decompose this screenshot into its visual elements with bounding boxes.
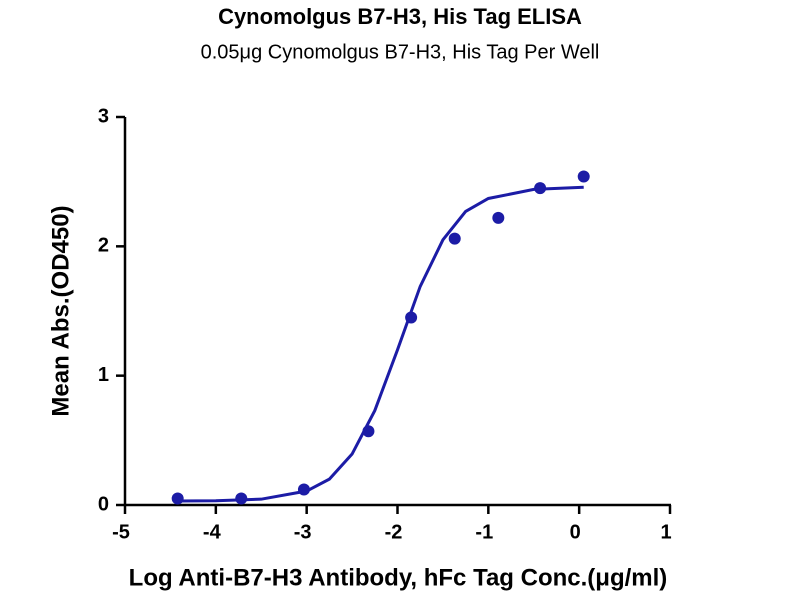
x-tick-label: -3 [294,521,312,543]
data-point [448,232,461,245]
x-tick-label: -1 [475,521,493,543]
y-axis-label: Mean Abs.(OD450) [47,205,74,416]
x-tick-label: 1 [660,521,671,543]
chart-title: Cynomolgus B7-H3, His Tag ELISA [218,4,582,29]
x-axis-label: Log Anti-B7-H3 Antibody, hFc Tag Conc.(μ… [129,564,668,591]
x-tick-label: -5 [112,521,130,543]
chart-subtitle: 0.05μg Cynomolgus B7-H3, His Tag Per Wel… [201,41,600,63]
data-point [171,492,184,505]
y-tick-label: 2 [98,235,109,257]
data-point [577,170,590,183]
y-tick-label: 3 [98,105,109,127]
x-tick-label: -4 [203,521,222,543]
fit-curve [177,185,584,503]
y-tick-label: 1 [98,364,109,386]
x-tick-label: 0 [570,521,581,543]
y-tick-label: 0 [98,493,109,515]
data-point [492,211,505,224]
x-tick-label: -2 [385,521,403,543]
